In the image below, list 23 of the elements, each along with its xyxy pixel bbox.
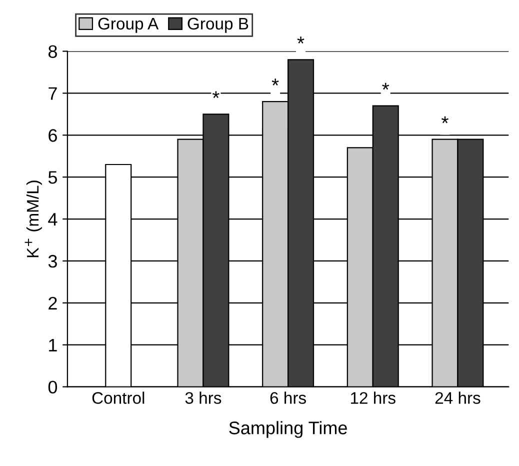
- y-tick-label: 3: [48, 254, 57, 268]
- annotation: *: [382, 82, 390, 90]
- x-tick-label: 6 hrs: [270, 392, 306, 404]
- y-tick-label: 7: [48, 87, 57, 100]
- annotation: *: [297, 36, 304, 44]
- annotation: *: [212, 91, 220, 98]
- y-tick-label: 8: [48, 45, 57, 58]
- y-tick-label: 1: [49, 338, 57, 352]
- x-tick-label: Control: [92, 392, 144, 404]
- y-tick-label: 4: [48, 213, 58, 226]
- legend-label: Group A: [98, 18, 159, 33]
- y-tick-label: 2: [48, 296, 57, 310]
- annotation: *: [442, 116, 448, 124]
- annotation: *: [272, 78, 279, 86]
- legend-label: Group B: [188, 18, 248, 33]
- x-tick-label: 12 hrs: [350, 392, 396, 404]
- x-tick-label: 24 hrs: [435, 392, 480, 404]
- y-tick-label: 5: [48, 171, 57, 184]
- x-tick-label: 3 hrs: [185, 392, 222, 404]
- y-axis-title: K$^{+}$ (mM/L): [24, 180, 42, 258]
- x-axis-title: Sampling Time: [229, 421, 347, 438]
- y-tick-label: 0: [48, 380, 58, 394]
- y-tick-label: 6: [48, 129, 57, 142]
